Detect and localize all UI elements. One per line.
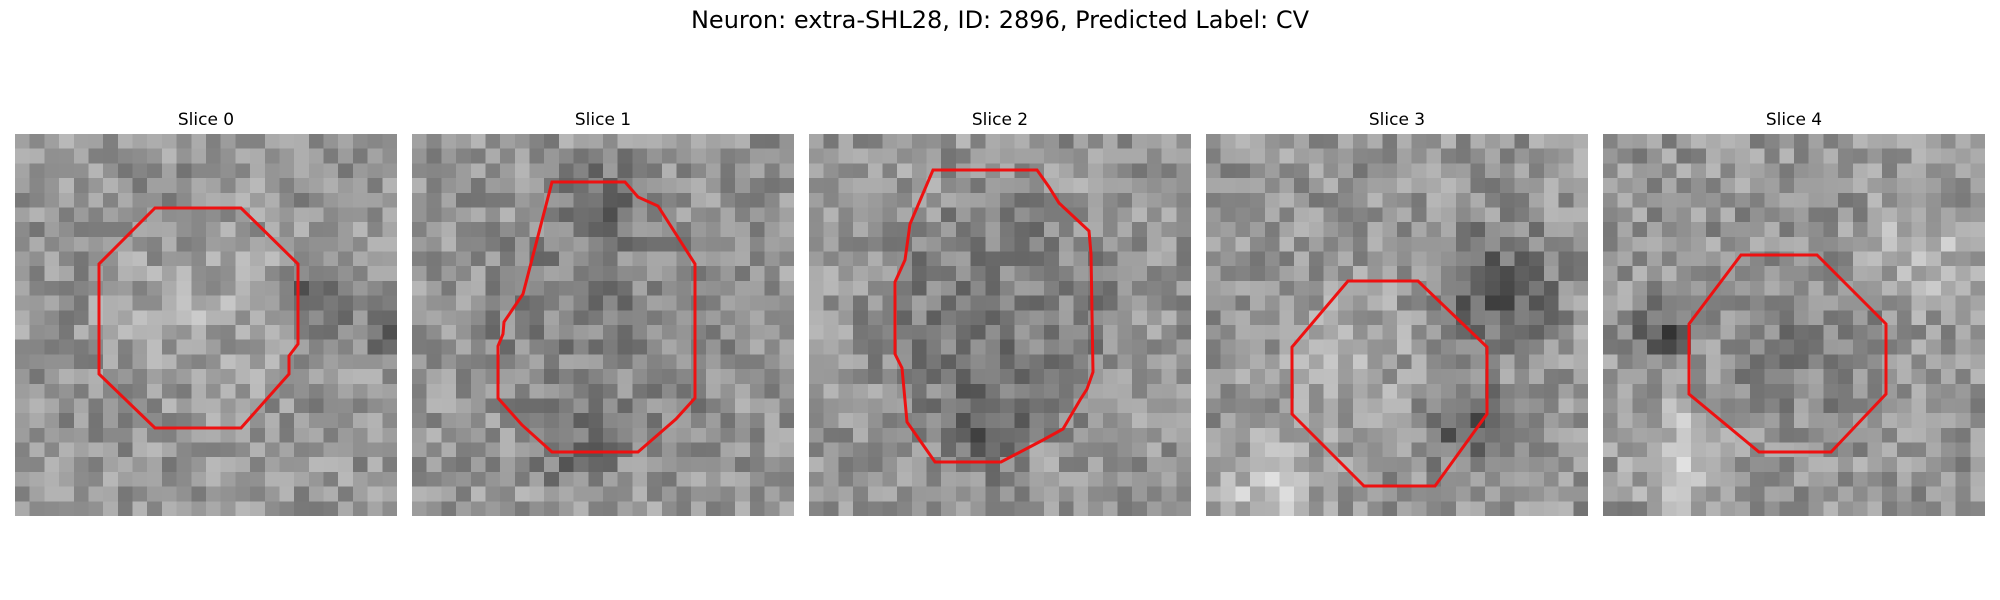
slice-title-1: Slice 1 (574, 110, 632, 130)
slice-title-4: Slice 4 (1765, 110, 1823, 130)
slice-title-3: Slice 3 (1368, 110, 1426, 130)
roi-outline (1687, 253, 1888, 454)
slice-image-3 (1206, 134, 1588, 516)
grayscale-tiles (809, 134, 1191, 516)
slice-title-2: Slice 2 (971, 110, 1029, 130)
grayscale-tiles (412, 134, 794, 516)
grayscale-tiles (15, 134, 397, 516)
slice-image-1 (412, 134, 794, 516)
slice-image-0 (15, 134, 397, 516)
slice-title-0: Slice 0 (177, 110, 235, 130)
roi-outline (97, 206, 300, 430)
roi-outline (1290, 279, 1489, 488)
grayscale-tiles (1603, 134, 1985, 516)
roi-outline (496, 180, 697, 454)
slice-image-2 (809, 134, 1191, 516)
figure-title: Neuron: extra-SHL28, ID: 2896, Predicted… (690, 6, 1310, 34)
roi-outline (893, 168, 1095, 464)
grayscale-tiles (1206, 134, 1588, 516)
slice-image-4 (1603, 134, 1985, 516)
